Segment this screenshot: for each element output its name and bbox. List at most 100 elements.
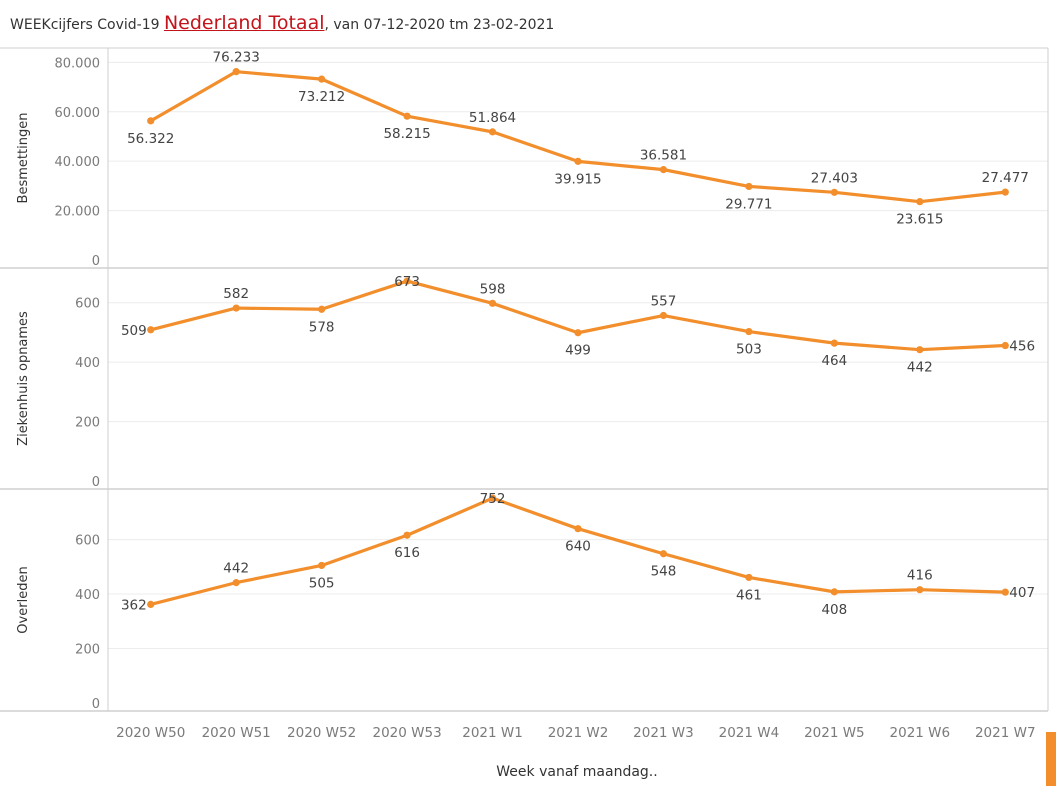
x-axis-title: Week vanaf maandag.. (496, 764, 657, 780)
x-tick-label: 2021 W5 (804, 725, 865, 741)
data-label: 464 (821, 353, 847, 369)
data-label: 36.581 (640, 148, 687, 164)
data-label: 505 (309, 575, 335, 591)
data-label: 616 (394, 545, 420, 561)
data-label: 557 (651, 294, 677, 310)
data-label: 27.403 (811, 170, 858, 186)
data-label: 673 (394, 274, 420, 290)
data-point (745, 573, 753, 582)
data-label: 51.864 (469, 110, 516, 126)
title-prefix: WEEKcijfers Covid-19 (10, 17, 164, 33)
data-label: 752 (480, 491, 506, 507)
data-label: 461 (736, 587, 762, 603)
data-point (574, 525, 582, 533)
data-label: 509 (121, 323, 147, 339)
data-point (916, 586, 924, 594)
data-point (488, 128, 497, 136)
data-point (659, 311, 668, 320)
x-tick-label: 2020 W51 (202, 725, 271, 741)
x-tick-label: 2020 W52 (287, 725, 356, 741)
data-point (745, 182, 753, 191)
data-point (318, 561, 326, 570)
y-tick-label: 0 (92, 697, 100, 712)
data-label: 362 (121, 597, 147, 613)
y-axis-title: Besmettingen (16, 113, 31, 204)
data-label: 442 (223, 561, 249, 577)
title-suffix: , van 07-12-2020 tm 23-02-2021 (324, 17, 555, 33)
y-tick-label: 80.000 (55, 56, 101, 71)
data-label: 582 (223, 286, 249, 302)
data-point (232, 68, 240, 76)
data-point (147, 600, 155, 609)
y-tick-label: 200 (75, 643, 100, 658)
data-point (659, 166, 668, 174)
data-point (745, 327, 753, 336)
x-tick-label: 2021 W1 (462, 725, 523, 741)
y-tick-label: 400 (75, 356, 100, 371)
data-label: 640 (565, 539, 591, 555)
data-point (488, 299, 497, 307)
data-label: 416 (907, 568, 933, 584)
data-point (574, 157, 582, 165)
data-point (403, 531, 411, 539)
series-line (149, 279, 1007, 352)
x-tick-label: 2021 W4 (719, 725, 780, 741)
scroll-handle[interactable] (1046, 732, 1056, 786)
x-tick-label: 2021 W3 (633, 725, 694, 741)
x-tick-label: 2021 W6 (890, 725, 951, 741)
data-point (403, 277, 411, 285)
y-axis-title: Overleden (16, 566, 31, 633)
data-label: 76.233 (213, 50, 260, 66)
y-tick-label: 20.000 (55, 205, 101, 220)
data-point (232, 304, 240, 312)
data-point (830, 339, 838, 347)
data-label: 503 (736, 342, 762, 358)
data-label: 408 (821, 602, 847, 618)
x-tick-label: 2020 W50 (116, 725, 185, 741)
data-label: 442 (907, 360, 933, 376)
data-point (916, 198, 924, 206)
data-point (830, 188, 838, 196)
data-point (1001, 188, 1009, 196)
data-point (147, 117, 155, 125)
y-tick-label: 600 (75, 297, 100, 312)
data-label: 27.477 (982, 170, 1029, 186)
x-tick-label: 2020 W53 (372, 725, 441, 741)
data-point (1001, 341, 1009, 350)
data-point (916, 346, 924, 354)
data-label: 29.771 (725, 196, 772, 212)
data-point (659, 550, 668, 558)
data-label: 407 (1009, 585, 1035, 601)
data-point (488, 494, 497, 502)
data-point (318, 305, 326, 313)
y-tick-label: 0 (92, 475, 100, 490)
data-point (318, 75, 326, 83)
data-label: 456 (1009, 339, 1035, 355)
data-point (830, 588, 838, 596)
y-tick-label: 600 (75, 534, 100, 549)
data-point (574, 329, 582, 337)
x-tick-label: 2021 W2 (548, 725, 609, 741)
data-label: 548 (651, 564, 677, 580)
data-point (1001, 588, 1009, 596)
data-label: 598 (480, 281, 506, 297)
y-tick-label: 0 (92, 254, 100, 269)
data-label: 56.322 (127, 131, 174, 147)
y-axis-title: Ziekenhuis opnames (16, 311, 31, 446)
y-tick-label: 40.000 (55, 155, 101, 170)
data-label: 578 (309, 319, 335, 335)
y-tick-label: 400 (75, 588, 100, 603)
data-label: 499 (565, 343, 591, 359)
data-point (232, 579, 240, 587)
y-tick-label: 60.000 (55, 106, 101, 121)
data-label: 58.215 (383, 126, 430, 142)
data-point (403, 112, 411, 120)
data-label: 39.915 (554, 171, 601, 187)
chart-title: WEEKcijfers Covid-19 Nederland Totaal, v… (10, 6, 554, 36)
data-point (147, 326, 155, 334)
title-place-link[interactable]: Nederland Totaal (163, 12, 325, 34)
data-label: 23.615 (896, 212, 943, 228)
y-tick-label: 200 (75, 416, 100, 431)
x-tick-label: 2021 W7 (975, 725, 1036, 741)
